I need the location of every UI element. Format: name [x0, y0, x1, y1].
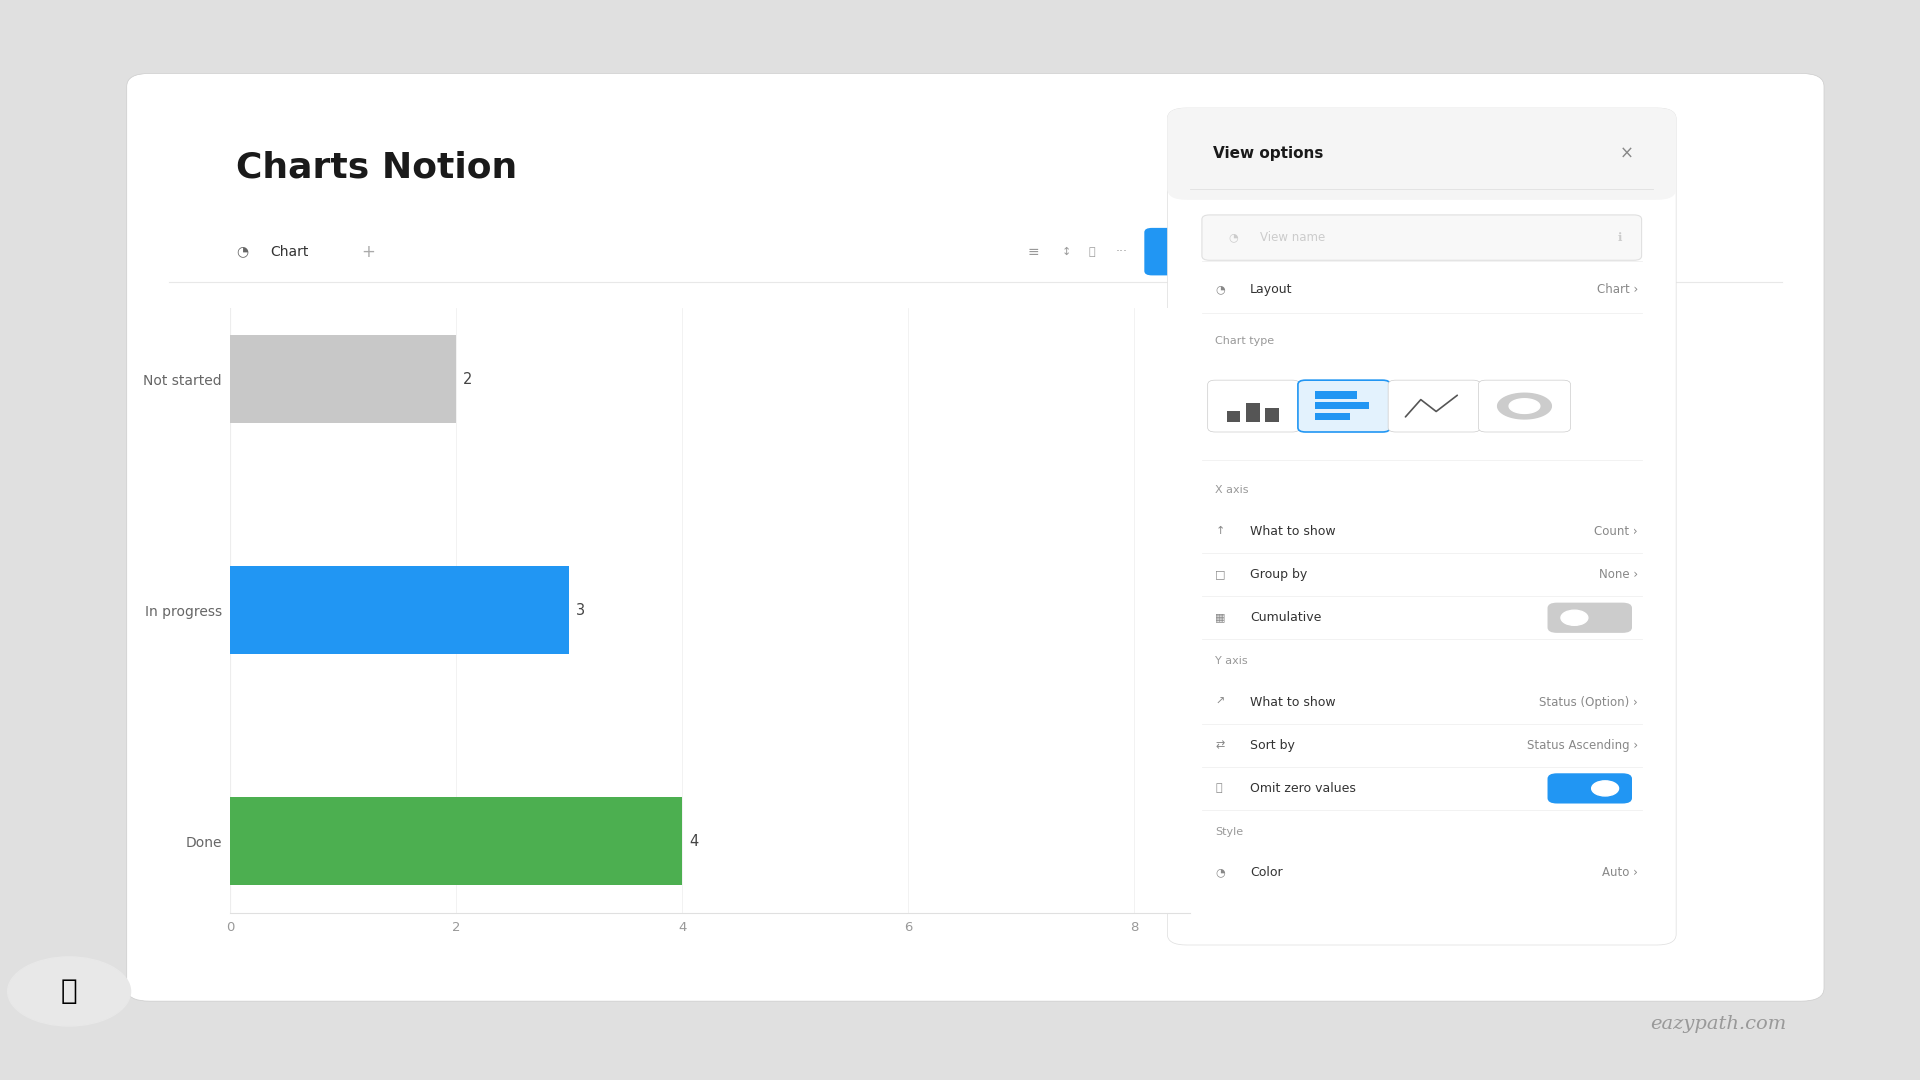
- Bar: [1187, 153, 1657, 189]
- Text: Count ›: Count ›: [1594, 525, 1638, 538]
- FancyBboxPatch shape: [127, 73, 1824, 1001]
- Text: ℹ: ℹ: [1619, 231, 1622, 244]
- Bar: [230, 566, 568, 654]
- Text: ◔: ◔: [1215, 284, 1225, 295]
- Bar: [1315, 402, 1369, 409]
- Text: New: New: [1167, 245, 1198, 258]
- FancyBboxPatch shape: [1144, 228, 1229, 275]
- Text: Layout: Layout: [1250, 283, 1292, 296]
- Text: Chart type: Chart type: [1215, 336, 1275, 347]
- Polygon shape: [1509, 399, 1540, 414]
- Circle shape: [1561, 610, 1588, 625]
- Text: ↕: ↕: [1062, 246, 1071, 257]
- Text: 2: 2: [463, 372, 472, 387]
- Text: None ›: None ›: [1599, 568, 1638, 581]
- Text: Status Ascending ›: Status Ascending ›: [1526, 739, 1638, 752]
- Text: Omit zero values: Omit zero values: [1250, 782, 1356, 795]
- Text: Sort by: Sort by: [1250, 739, 1294, 752]
- Text: Color: Color: [1250, 866, 1283, 879]
- FancyBboxPatch shape: [1167, 108, 1676, 945]
- Text: Status (Option) ›: Status (Option) ›: [1540, 696, 1638, 708]
- FancyBboxPatch shape: [1298, 380, 1390, 432]
- Text: eazypath.com: eazypath.com: [1651, 1015, 1786, 1032]
- Bar: [1227, 411, 1240, 422]
- Text: 4: 4: [689, 834, 699, 849]
- Bar: [230, 335, 457, 423]
- Polygon shape: [1498, 393, 1551, 419]
- Text: 👁: 👁: [1215, 783, 1221, 794]
- Text: ◔: ◔: [1229, 232, 1238, 243]
- Text: ⤢: ⤢: [1089, 246, 1094, 257]
- Text: Chart: Chart: [271, 245, 309, 258]
- Text: ···: ···: [1116, 245, 1127, 258]
- Text: View options: View options: [1213, 147, 1323, 161]
- FancyBboxPatch shape: [1548, 603, 1632, 633]
- Text: ↗: ↗: [1215, 697, 1225, 707]
- Text: Chart ›: Chart ›: [1597, 283, 1638, 296]
- FancyBboxPatch shape: [1388, 380, 1480, 432]
- FancyBboxPatch shape: [1478, 380, 1571, 432]
- Text: ↑: ↑: [1215, 526, 1225, 537]
- Text: Style: Style: [1215, 826, 1244, 837]
- Text: Y axis: Y axis: [1215, 656, 1248, 666]
- Text: Charts Notion: Charts Notion: [236, 150, 516, 185]
- Bar: [230, 797, 682, 886]
- Text: X axis: X axis: [1215, 485, 1248, 496]
- Bar: [1315, 391, 1357, 399]
- Text: ≡: ≡: [1027, 245, 1039, 258]
- Text: Group by: Group by: [1250, 568, 1308, 581]
- Text: What to show: What to show: [1250, 525, 1336, 538]
- Text: ▾: ▾: [1233, 246, 1236, 257]
- Text: Auto ›: Auto ›: [1601, 866, 1638, 879]
- Text: ◔: ◔: [1215, 867, 1225, 878]
- Text: 3: 3: [576, 603, 586, 618]
- FancyBboxPatch shape: [1208, 380, 1300, 432]
- Bar: [1246, 403, 1260, 422]
- FancyBboxPatch shape: [1202, 215, 1642, 260]
- Text: ×: ×: [1620, 145, 1634, 163]
- Text: ⇄: ⇄: [1215, 740, 1225, 751]
- Text: ◔: ◔: [236, 245, 248, 258]
- Text: □: □: [1215, 569, 1225, 580]
- FancyBboxPatch shape: [1167, 108, 1676, 200]
- Text: ▦: ▦: [1215, 612, 1225, 623]
- Text: 🧑: 🧑: [61, 977, 77, 1005]
- FancyBboxPatch shape: [1213, 228, 1254, 275]
- Text: +: +: [361, 243, 374, 260]
- Bar: [1265, 408, 1279, 422]
- FancyBboxPatch shape: [1548, 773, 1632, 804]
- Text: View name: View name: [1260, 231, 1325, 244]
- Circle shape: [1592, 781, 1619, 796]
- Text: Cumulative: Cumulative: [1250, 611, 1321, 624]
- Text: What to show: What to show: [1250, 696, 1336, 708]
- Bar: [1315, 413, 1350, 420]
- Circle shape: [8, 957, 131, 1026]
